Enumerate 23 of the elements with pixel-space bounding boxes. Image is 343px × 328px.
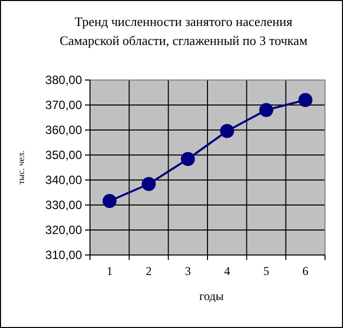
x-tick-label: 5 — [263, 264, 270, 278]
y-tick-label: 350,00 — [45, 148, 82, 162]
y-axis-title: тыс. чел. — [16, 150, 26, 184]
point — [142, 177, 156, 191]
point — [102, 194, 117, 208]
x-tick-label: 6 — [302, 264, 308, 278]
point — [220, 124, 234, 138]
y-tick-label: 340,00 — [45, 173, 82, 188]
point — [259, 103, 274, 117]
point — [298, 93, 312, 107]
y-tick-label: 320,00 — [45, 223, 82, 238]
y-tick-label: 360,00 — [45, 123, 82, 138]
y-tick-label: 380,00 — [45, 73, 82, 88]
x-tick-label: 3 — [184, 264, 191, 278]
x-tick-label: 2 — [146, 264, 152, 278]
y-tick-label: 310,00 — [45, 248, 82, 262]
y-tick-label: 370,00 — [45, 98, 82, 112]
x-tick-label: 1 — [106, 264, 113, 278]
point — [180, 152, 195, 166]
x-tick-label: 4 — [224, 264, 230, 278]
y-tick-label: 330,00 — [45, 198, 82, 212]
chart-title: Тренд численности занятого населения Самарской области, сглаженный по 3 точкам — [60, 14, 308, 48]
x-axis-title: годы — [199, 289, 224, 303]
